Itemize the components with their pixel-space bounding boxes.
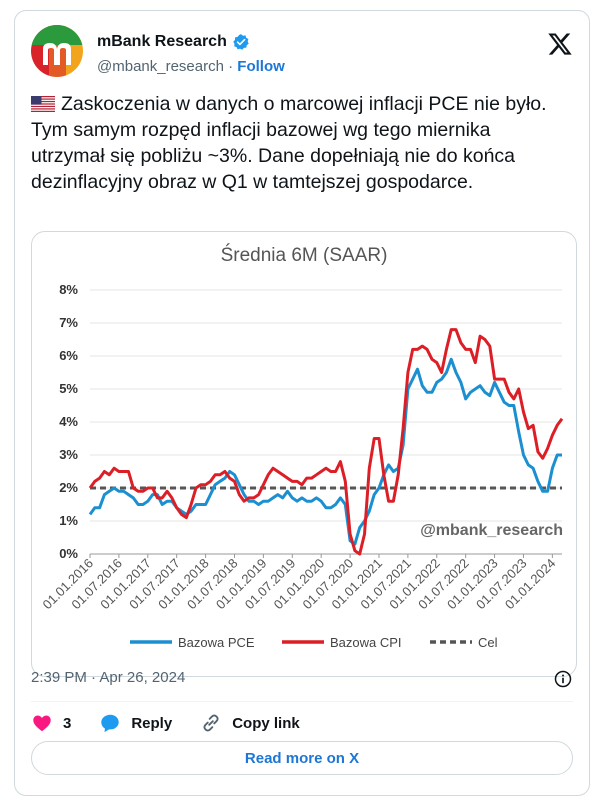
us-flag-icon (31, 96, 55, 112)
author-name-text[interactable]: mBank Research (97, 33, 227, 50)
reply-bubble-icon (101, 714, 120, 733)
legend-label-cpi: Bazowa CPI (330, 635, 402, 650)
y-tick-label: 2% (59, 480, 78, 495)
link-icon (203, 714, 219, 732)
mbank-logo-icon (31, 25, 83, 77)
tweet-time[interactable]: 2:39 PM (31, 669, 87, 686)
handle-separator: · (228, 58, 234, 75)
x-axis: 01.01.201601.07.201601.01.201701.07.2017… (39, 553, 562, 612)
tweet-timestamp[interactable]: 2:39 PM · Apr 26, 2024 (31, 669, 185, 686)
tweet-date[interactable]: Apr 26, 2024 (99, 669, 186, 686)
timestamp-separator: · (91, 669, 100, 686)
y-tick-label: 3% (59, 447, 78, 462)
x-logo-icon[interactable] (547, 31, 573, 57)
chart-watermark: @mbank_research (420, 522, 563, 539)
reply-label[interactable]: Reply (131, 714, 173, 732)
copy-link-label[interactable]: Copy link (232, 714, 300, 732)
series-line-bazowa-pce (88, 357, 562, 546)
author-handle[interactable]: @mbank_research (97, 58, 224, 75)
tweet-card: mBank Research @mbank_research · Follow … (14, 10, 590, 796)
y-tick-label: 5% (59, 381, 78, 396)
reply-button[interactable]: Reply (99, 712, 172, 734)
heart-icon (33, 715, 51, 732)
info-icon[interactable] (553, 669, 573, 689)
follow-button[interactable]: Follow (237, 58, 285, 75)
y-tick-label: 1% (59, 513, 78, 528)
like-count: 3 (63, 714, 72, 732)
action-bar: 3 Reply Copy link (31, 711, 328, 735)
y-tick-label: 0% (59, 546, 78, 561)
chart-image[interactable]: Średnia 6M (SAAR) 0% 1% 2% 3% 4% 5% 6% 7% 8% 01.… (31, 231, 577, 677)
series-layer (88, 328, 564, 556)
copy-link-button[interactable]: Copy link (200, 712, 300, 734)
inflation-line-chart: Średnia 6M (SAAR) 0% 1% 2% 3% 4% 5% 6% 7% 8% 01.… (39, 244, 564, 650)
y-tick-label: 6% (59, 348, 78, 363)
author-handle-line: @mbank_research · Follow (97, 58, 285, 75)
chart-title: Średnia 6M (SAAR) (221, 244, 388, 266)
y-tick-label: 4% (59, 414, 78, 429)
tweet-text: Zaskoczenia w danych o marcowej inflacji… (31, 93, 547, 193)
tweet-text-block: Zaskoczenia w danych o marcowej inflacji… (31, 91, 551, 195)
chart-legend: Bazowa PCE Bazowa CPI Cel (130, 635, 498, 650)
y-tick-label: 8% (59, 282, 78, 297)
like-button[interactable]: 3 (31, 712, 71, 734)
y-tick-label: 7% (59, 315, 78, 330)
divider (31, 701, 573, 702)
legend-label-pce: Bazowa PCE (178, 635, 255, 650)
legend-label-cel: Cel (478, 635, 498, 650)
series-line-bazowa-cpi (88, 328, 564, 556)
y-axis: 0% 1% 2% 3% 4% 5% 6% 7% 8% (59, 282, 562, 561)
read-more-button[interactable]: Read more on X (31, 741, 573, 775)
avatar[interactable] (31, 25, 83, 77)
author-name[interactable]: mBank Research (97, 33, 250, 51)
verified-badge-icon (233, 34, 249, 50)
